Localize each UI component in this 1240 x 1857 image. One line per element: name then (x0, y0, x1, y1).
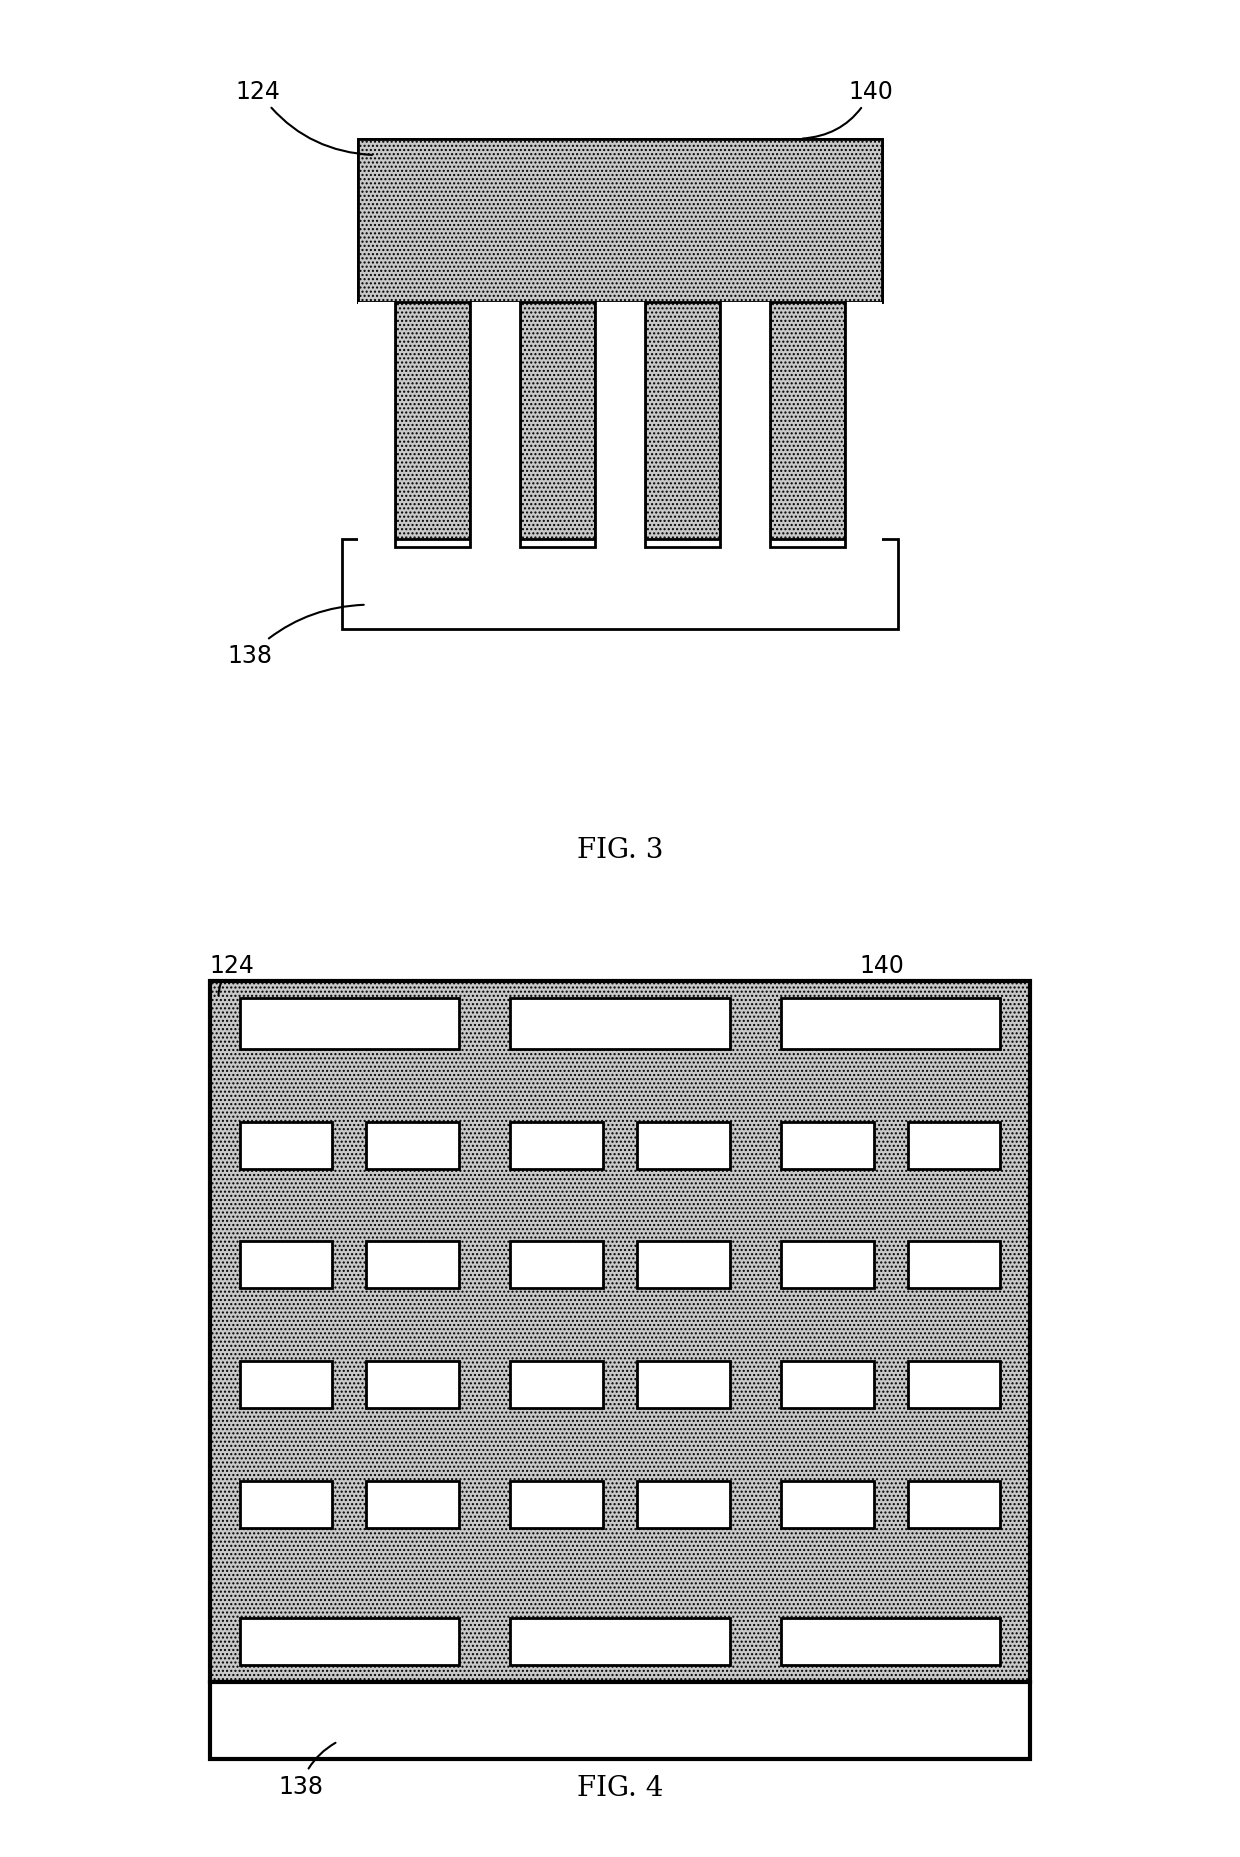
Bar (908, 1242, 1001, 1289)
Bar (396, 303, 470, 548)
Text: 138: 138 (228, 605, 363, 667)
Bar (511, 1122, 603, 1170)
Bar (210, 1682, 1030, 1759)
Bar (719, 303, 770, 548)
Bar (844, 303, 882, 548)
Bar (521, 303, 594, 548)
Text: FIG. 3: FIG. 3 (577, 838, 663, 864)
Bar (470, 303, 521, 548)
Bar (594, 303, 646, 548)
Bar (646, 303, 719, 548)
Bar (239, 1482, 332, 1528)
Bar (511, 999, 729, 1049)
Bar (239, 1617, 459, 1664)
Polygon shape (358, 139, 882, 548)
Bar (908, 1122, 1001, 1170)
Bar (396, 303, 470, 548)
Text: 124: 124 (236, 80, 372, 156)
Text: 140: 140 (802, 80, 894, 139)
Bar (781, 1242, 873, 1289)
Bar (781, 1361, 873, 1408)
Text: 138: 138 (278, 1744, 336, 1798)
Bar (358, 139, 882, 303)
Bar (210, 980, 1030, 1682)
Bar (781, 999, 1001, 1049)
Bar (367, 1361, 459, 1408)
Bar (770, 303, 844, 548)
Bar (239, 999, 459, 1049)
Bar (358, 303, 396, 548)
Bar (239, 1122, 332, 1170)
Bar (637, 1361, 729, 1408)
Bar (511, 1482, 603, 1528)
Text: 124: 124 (210, 954, 254, 995)
Bar (511, 1242, 603, 1289)
Bar (239, 1242, 332, 1289)
Text: 140: 140 (859, 954, 904, 980)
Bar (908, 1361, 1001, 1408)
Bar (367, 1242, 459, 1289)
Bar (521, 303, 594, 548)
Bar (358, 303, 396, 548)
Bar (511, 1617, 729, 1664)
Bar (239, 1361, 332, 1408)
Bar (367, 1482, 459, 1528)
Bar (367, 1122, 459, 1170)
Bar (770, 303, 844, 548)
Bar (637, 1122, 729, 1170)
Bar (637, 1242, 729, 1289)
Text: FIG. 4: FIG. 4 (577, 1773, 663, 1801)
Bar (781, 1482, 873, 1528)
Bar (511, 1361, 603, 1408)
Bar (781, 1122, 873, 1170)
Bar (908, 1482, 1001, 1528)
Bar (646, 303, 719, 548)
Bar (342, 540, 898, 630)
Bar (637, 1482, 729, 1528)
Bar (781, 1617, 1001, 1664)
